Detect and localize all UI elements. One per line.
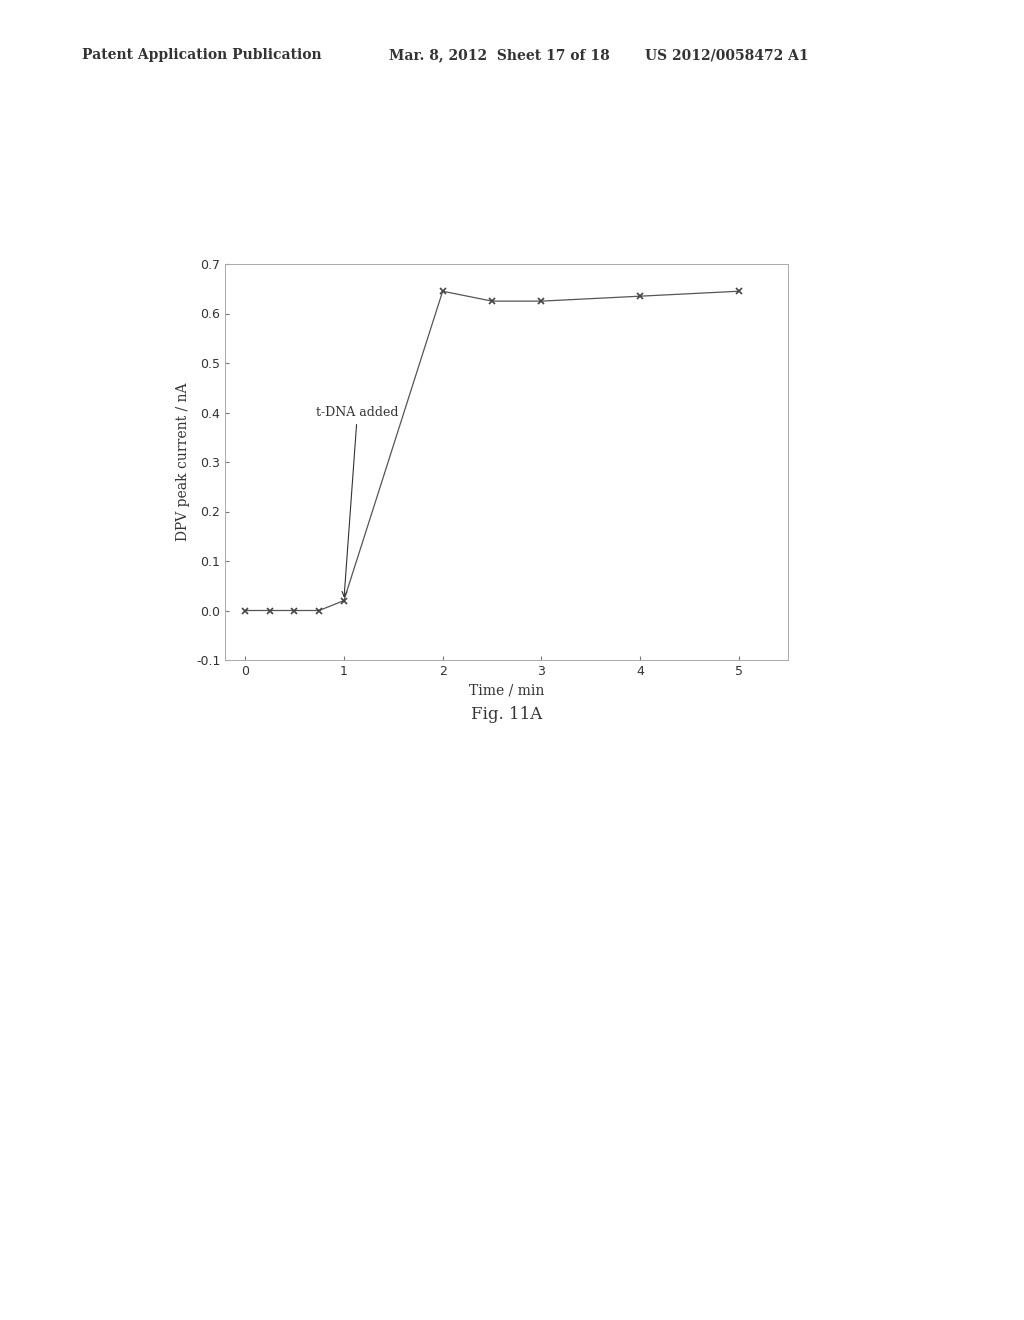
Text: Patent Application Publication: Patent Application Publication bbox=[82, 49, 322, 62]
X-axis label: Time / min: Time / min bbox=[469, 684, 545, 697]
Text: t-DNA added: t-DNA added bbox=[316, 407, 398, 597]
Text: Mar. 8, 2012  Sheet 17 of 18: Mar. 8, 2012 Sheet 17 of 18 bbox=[389, 49, 610, 62]
Y-axis label: DPV peak current / nA: DPV peak current / nA bbox=[176, 383, 190, 541]
Text: Fig. 11A: Fig. 11A bbox=[471, 706, 543, 723]
Text: US 2012/0058472 A1: US 2012/0058472 A1 bbox=[645, 49, 809, 62]
